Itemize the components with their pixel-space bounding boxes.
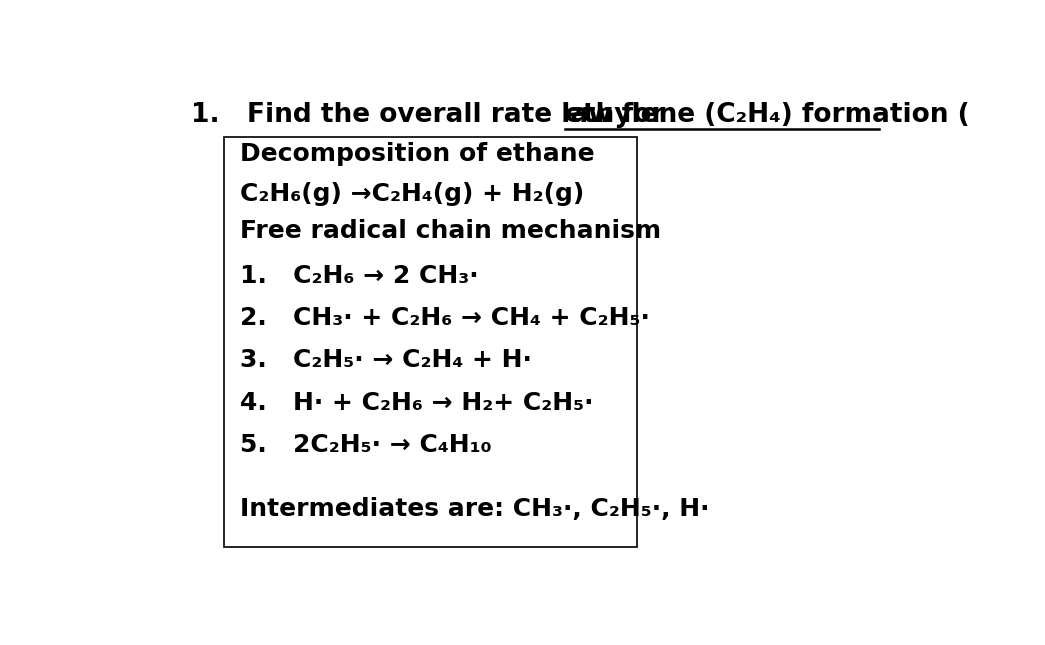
Text: 5.   2C₂H₅· → C₄H₁₀: 5. 2C₂H₅· → C₄H₁₀ — [240, 433, 491, 457]
Text: 4.   H· + C₂H₆ → H₂+ C₂H₅·: 4. H· + C₂H₆ → H₂+ C₂H₅· — [240, 391, 594, 415]
Text: 3.   C₂H₅· → C₂H₄ + H·: 3. C₂H₅· → C₂H₄ + H· — [240, 348, 532, 373]
Text: C₂H₆(g) →C₂H₄(g) + H₂(g): C₂H₆(g) →C₂H₄(g) + H₂(g) — [240, 182, 584, 206]
Text: Decomposition of ethane: Decomposition of ethane — [240, 143, 595, 166]
Bar — [224, 137, 636, 547]
Text: 1.   Find the overall rate law for: 1. Find the overall rate law for — [191, 102, 674, 128]
Text: Intermediates are: CH₃·, C₂H₅·, H·: Intermediates are: CH₃·, C₂H₅·, H· — [240, 497, 710, 522]
Text: ethylene (C₂H₄) formation (: ethylene (C₂H₄) formation ( — [565, 102, 970, 128]
Text: 1.   C₂H₆ → 2 CH₃·: 1. C₂H₆ → 2 CH₃· — [240, 264, 479, 288]
Text: Free radical chain mechanism: Free radical chain mechanism — [240, 219, 661, 243]
Text: 2.   CH₃· + C₂H₆ → CH₄ + C₂H₅·: 2. CH₃· + C₂H₆ → CH₄ + C₂H₅· — [240, 306, 650, 330]
